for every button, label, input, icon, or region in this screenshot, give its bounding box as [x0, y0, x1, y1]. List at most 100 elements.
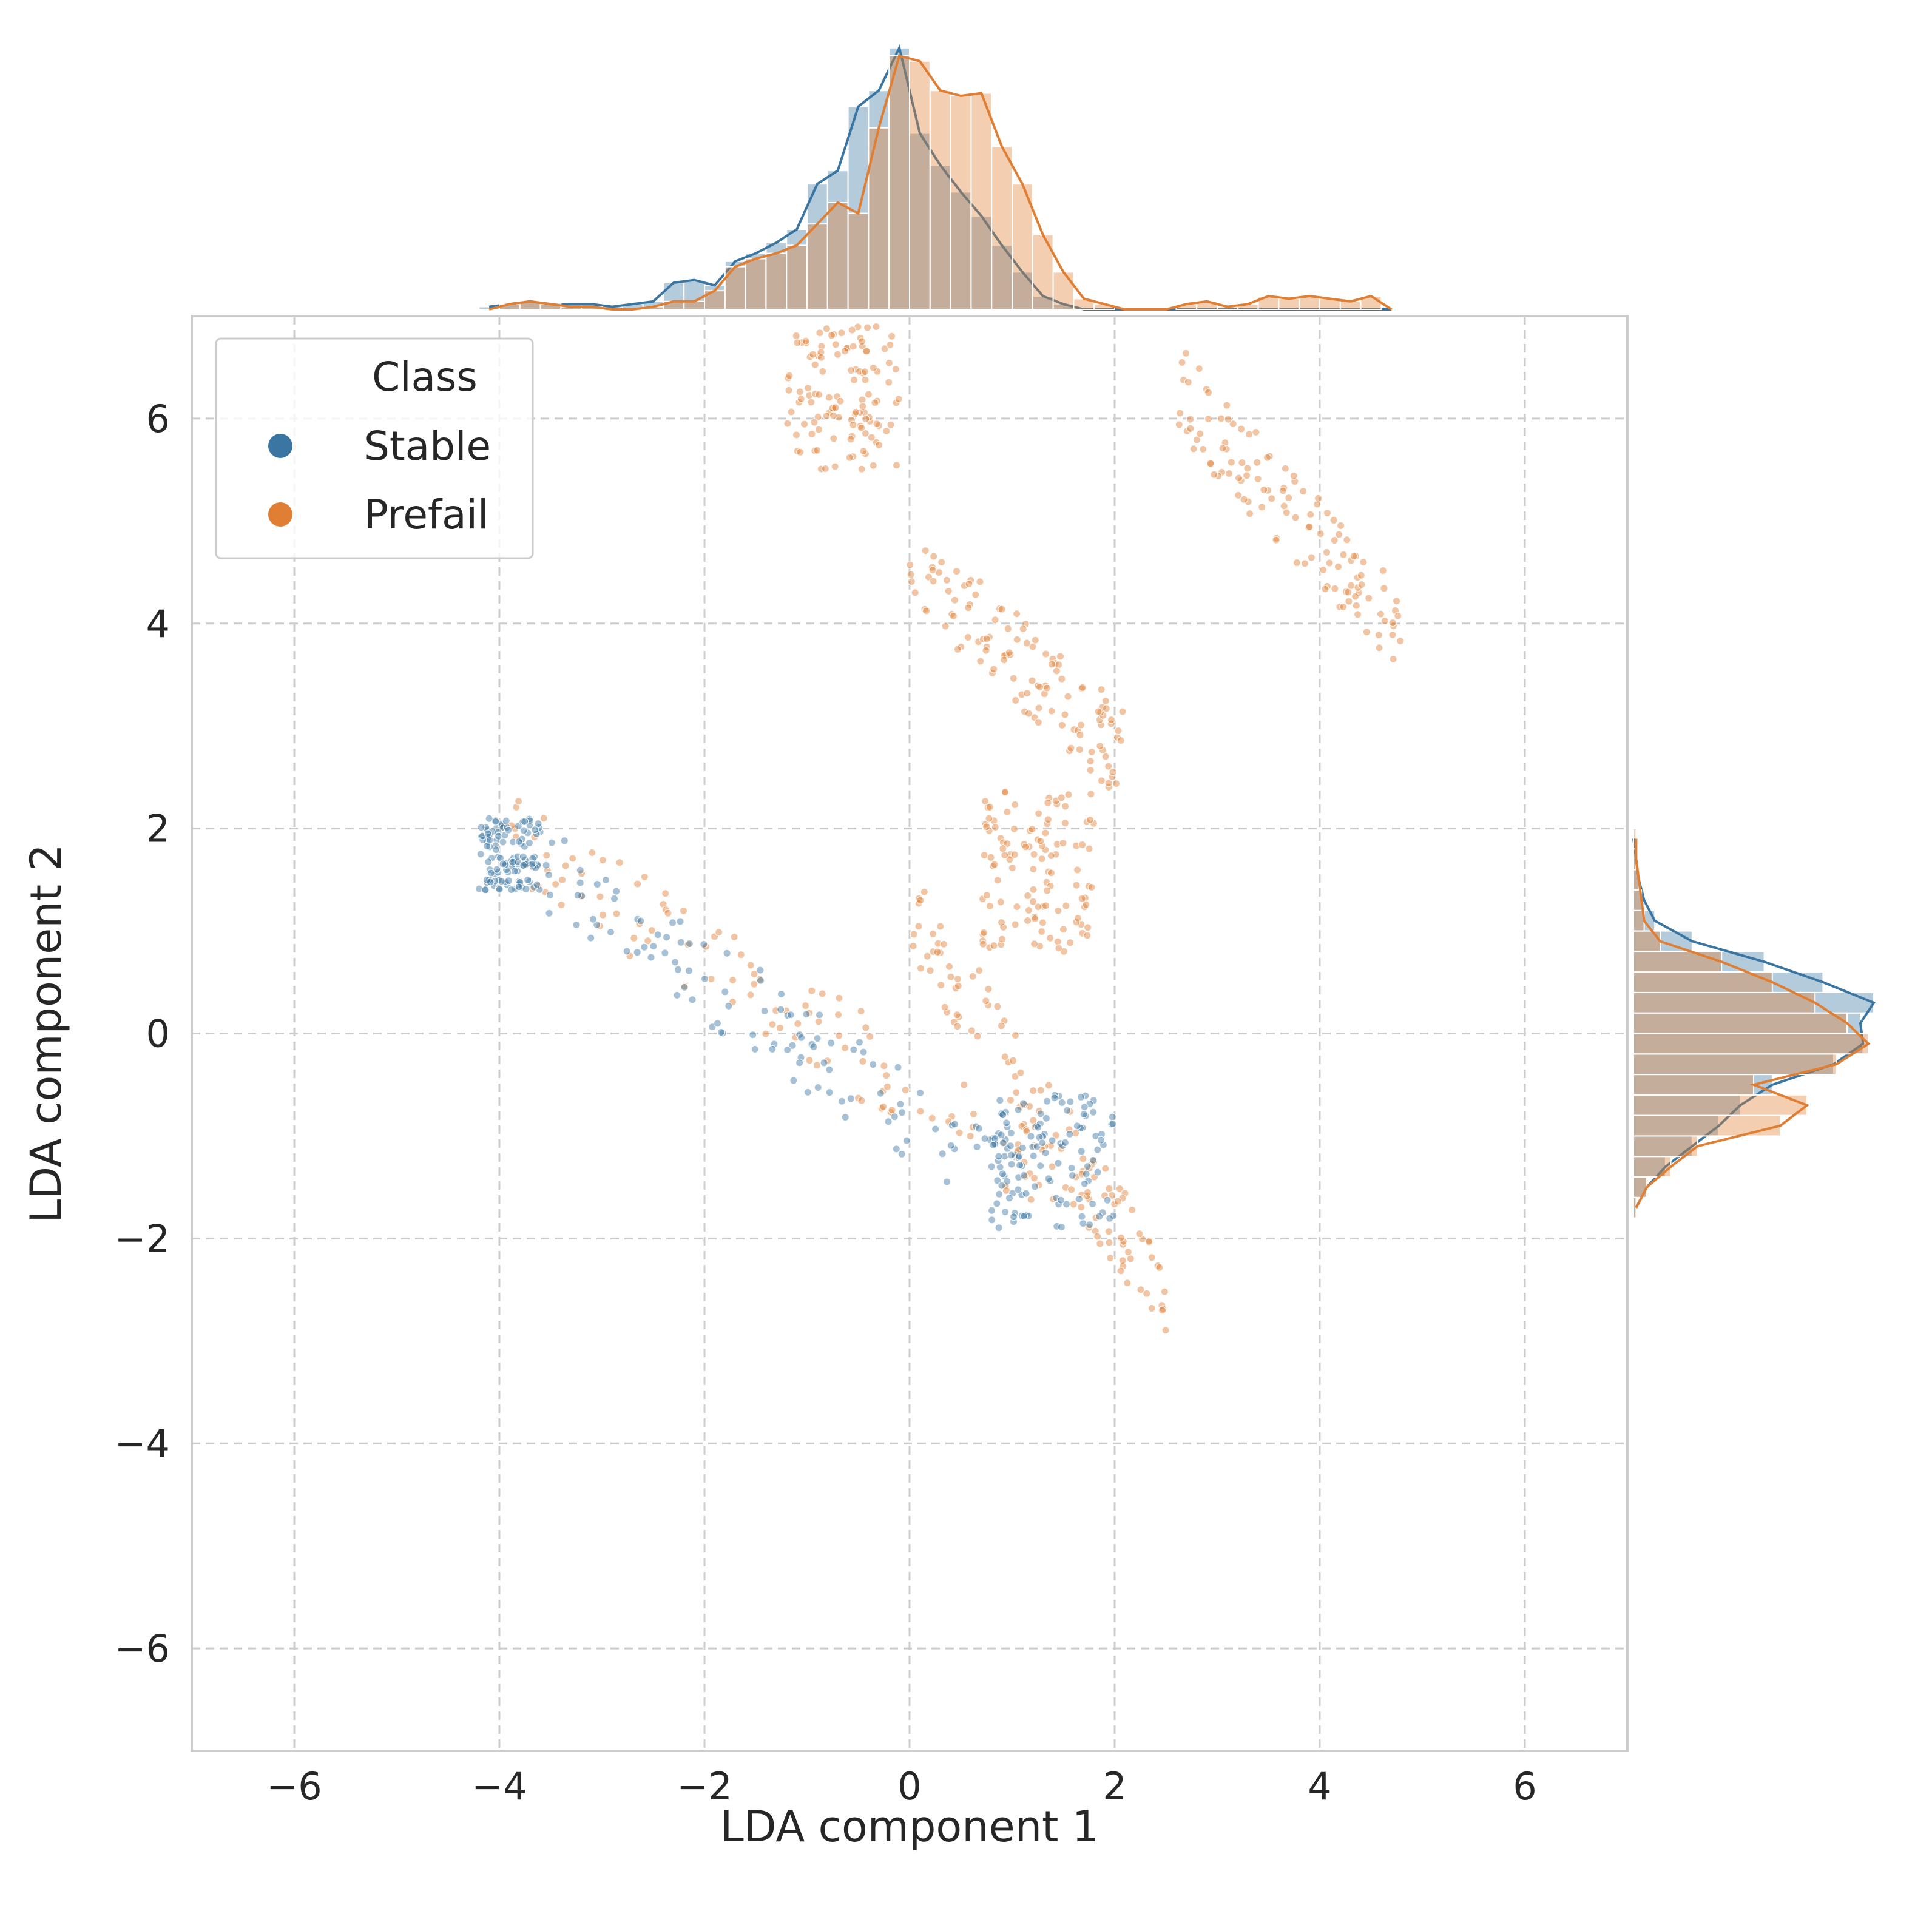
- scatter-point-prefail: [1012, 696, 1020, 704]
- scatter-point-prefail: [848, 326, 856, 334]
- scatter-point-stable: [947, 1141, 955, 1150]
- scatter-point-stable: [1016, 1161, 1024, 1170]
- scatter-point-prefail: [1016, 1068, 1025, 1077]
- scatter-point-stable: [1020, 1212, 1028, 1220]
- scatter-point-prefail: [1388, 631, 1397, 639]
- scatter-point-stable: [760, 1007, 769, 1015]
- marginal-x-bar-prefail: [745, 258, 767, 310]
- scatter-point-prefail: [1024, 892, 1032, 900]
- scatter-point-stable: [504, 868, 512, 877]
- scatter-point-prefail: [888, 332, 896, 340]
- scatter-point-prefail: [1044, 1081, 1053, 1090]
- scatter-point-prefail: [569, 854, 577, 863]
- scatter-point-stable: [486, 878, 495, 886]
- scatter-point-prefail: [1323, 548, 1331, 556]
- scatter-point-prefail: [1124, 1248, 1132, 1256]
- scatter-point-prefail: [785, 386, 793, 394]
- scatter-point-prefail: [847, 366, 856, 374]
- scatter-point-prefail: [971, 590, 980, 599]
- scatter-point-prefail: [834, 1011, 843, 1019]
- scatter-point-prefail: [796, 448, 805, 456]
- scatter-point-prefail: [811, 360, 819, 369]
- scatter-point-stable: [1005, 1194, 1013, 1202]
- scatter-point-prefail: [928, 1114, 936, 1122]
- scatter-point-prefail: [964, 633, 972, 641]
- plot-frame: [191, 315, 1629, 1752]
- scatter-point-prefail: [1090, 1157, 1098, 1165]
- scatter-point-prefail: [1053, 840, 1061, 849]
- scatter-point-prefail: [1078, 683, 1087, 692]
- marginal-x-bar-prefail: [847, 212, 870, 310]
- scatter-point-prefail: [993, 1002, 1002, 1011]
- scatter-point-prefail: [1025, 826, 1034, 835]
- scatter-point-stable: [487, 869, 495, 877]
- scatter-point-prefail: [862, 347, 871, 356]
- scatter-point-prefail: [1055, 661, 1063, 669]
- scatter-point-prefail: [1078, 894, 1086, 903]
- scatter-point-stable: [931, 1125, 940, 1133]
- scatter-point-prefail: [1056, 652, 1064, 661]
- legend-label-stable: Stable: [364, 423, 491, 470]
- scatter-point-prefail: [805, 1056, 814, 1065]
- scatter-point-stable: [856, 1038, 863, 1047]
- scatter-point-prefail: [987, 853, 995, 861]
- scatter-point-prefail: [1357, 581, 1366, 589]
- scatter-point-stable: [809, 1043, 818, 1051]
- scatter-point-prefail: [1044, 798, 1052, 807]
- scatter-point-prefail: [588, 849, 596, 857]
- scatter-point-prefail: [968, 972, 977, 980]
- scatter-point-prefail: [997, 1022, 1005, 1030]
- scatter-point-prefail: [857, 1007, 865, 1016]
- scatter-point-stable: [525, 839, 533, 847]
- scatter-point-prefail: [1059, 925, 1067, 934]
- scatter-point-prefail: [1097, 686, 1106, 694]
- legend-label-prefail: Prefail: [364, 491, 488, 538]
- scatter-point-stable: [593, 880, 601, 888]
- scatter-point-stable: [998, 1110, 1006, 1118]
- scatter-point-prefail: [894, 395, 903, 403]
- scatter-point-prefail: [1279, 487, 1287, 495]
- scatter-point-stable: [479, 836, 487, 844]
- scatter-point-stable: [1089, 1156, 1097, 1164]
- scatter-point-prefail: [1028, 676, 1036, 685]
- scatter-point-stable: [1082, 1170, 1090, 1178]
- marginal-x-bar-prefail: [1012, 183, 1033, 311]
- scatter-point-prefail: [1339, 602, 1348, 611]
- scatter-point-prefail: [872, 323, 880, 331]
- scatter-point-prefail: [869, 461, 877, 470]
- scatter-point-prefail: [944, 587, 953, 595]
- scatter-point-prefail: [976, 657, 985, 666]
- scatter-point-prefail: [990, 942, 998, 950]
- scatter-point-prefail: [1375, 644, 1383, 652]
- scatter-point-prefail: [828, 404, 837, 413]
- scatter-point-prefail: [1029, 885, 1038, 894]
- marginal-y-kde-prefail: [1635, 838, 1871, 1209]
- scatter-point-prefail: [1119, 1262, 1127, 1270]
- scatter-point-prefail: [775, 1023, 784, 1032]
- scatter-point-prefail: [1087, 748, 1096, 756]
- scatter-point-prefail: [985, 814, 993, 823]
- scatter-point-prefail: [859, 402, 867, 411]
- scatter-point-stable: [610, 894, 618, 903]
- scatter-point-stable: [749, 1031, 757, 1039]
- scatter-point-prefail: [1047, 707, 1056, 715]
- scatter-point-prefail: [1218, 444, 1227, 453]
- marginal-y-bar-prefail: [1633, 1012, 1848, 1034]
- scatter-point-prefail: [809, 350, 817, 359]
- scatter-point-prefail: [1176, 409, 1184, 417]
- scatter-point-prefail: [1299, 487, 1308, 496]
- scatter-point-stable: [999, 1111, 1007, 1119]
- scatter-point-prefail: [886, 341, 894, 349]
- scatter-point-stable: [751, 1045, 759, 1053]
- scatter-point-stable: [981, 1134, 989, 1143]
- scatter-point-stable: [974, 1124, 983, 1133]
- scatter-point-prefail: [1147, 1253, 1156, 1262]
- scatter-point-prefail: [791, 1033, 800, 1042]
- scatter-point-stable: [491, 817, 500, 826]
- scatter-point-stable: [820, 1059, 828, 1067]
- scatter-point-prefail: [930, 552, 938, 561]
- scatter-point-prefail: [1114, 727, 1123, 735]
- scatter-point-stable: [589, 915, 598, 923]
- y-tick-label: −2: [115, 1216, 170, 1261]
